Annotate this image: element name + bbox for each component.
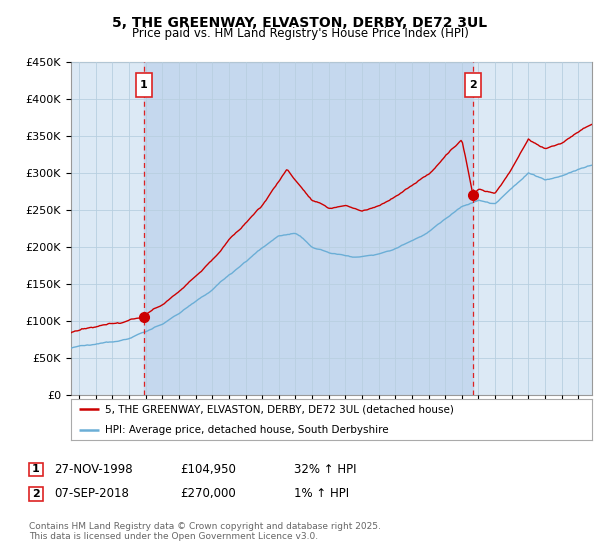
Text: 2: 2 [469, 80, 477, 90]
Text: 1% ↑ HPI: 1% ↑ HPI [294, 487, 349, 501]
Text: 5, THE GREENWAY, ELVASTON, DERBY, DE72 3UL: 5, THE GREENWAY, ELVASTON, DERBY, DE72 3… [112, 16, 488, 30]
Bar [144, 62, 473, 395]
Text: HPI: Average price, detached house, South Derbyshire: HPI: Average price, detached house, Sout… [104, 424, 388, 435]
Text: 1: 1 [140, 80, 148, 90]
Text: 07-SEP-2018: 07-SEP-2018 [54, 487, 129, 501]
Text: Price paid vs. HM Land Registry's House Price Index (HPI): Price paid vs. HM Land Registry's House … [131, 27, 469, 40]
Text: 32% ↑ HPI: 32% ↑ HPI [294, 463, 356, 476]
FancyBboxPatch shape [464, 73, 481, 96]
Text: 1: 1 [32, 464, 40, 474]
Text: 2: 2 [32, 489, 40, 499]
FancyBboxPatch shape [136, 73, 152, 96]
Text: 5, THE GREENWAY, ELVASTON, DERBY, DE72 3UL (detached house): 5, THE GREENWAY, ELVASTON, DERBY, DE72 3… [104, 404, 454, 414]
Text: 27-NOV-1998: 27-NOV-1998 [54, 463, 133, 476]
Text: £270,000: £270,000 [180, 487, 236, 501]
Text: £104,950: £104,950 [180, 463, 236, 476]
Text: Contains HM Land Registry data © Crown copyright and database right 2025.
This d: Contains HM Land Registry data © Crown c… [29, 522, 380, 542]
